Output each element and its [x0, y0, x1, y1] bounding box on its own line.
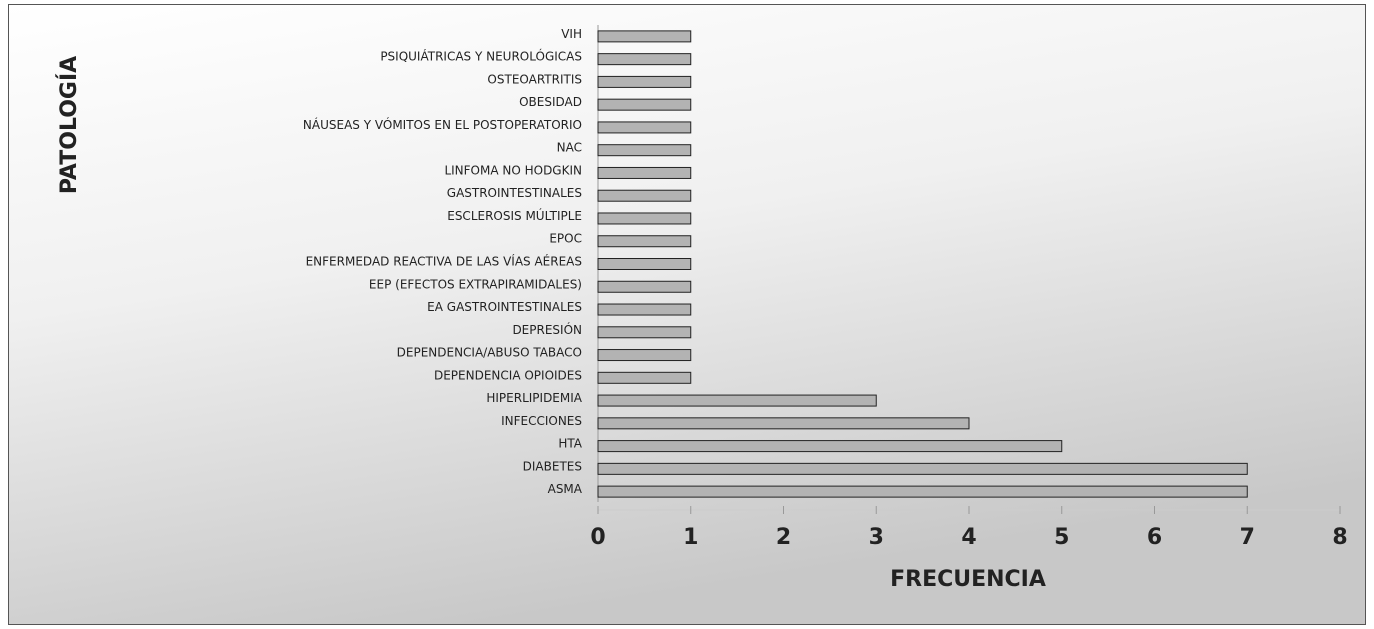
bar	[597, 417, 970, 430]
y-tick-label: NÁUSEAS Y VÓMITOS EN EL POSTOPERATORIO	[303, 117, 582, 132]
y-tick-label: GASTROINTESTINALES	[447, 186, 582, 200]
y-tick-label: OSTEOARTRITIS	[487, 72, 582, 86]
y-tick-label: PSIQUIÁTRICAS Y NEUROLÓGICAS	[380, 49, 582, 64]
bar	[597, 280, 692, 293]
y-tick-label: DEPENDENCIA OPIOIDES	[434, 368, 582, 382]
x-tick-label: 6	[1147, 525, 1162, 550]
bar	[597, 349, 692, 362]
bar	[597, 144, 692, 157]
y-axis-title: PATOLOGÍA	[56, 56, 82, 194]
bar	[597, 212, 692, 225]
x-tick-label: 1	[683, 525, 698, 550]
bar	[597, 440, 1063, 453]
y-tick-label: DEPRESIÓN	[512, 322, 582, 337]
bar	[597, 30, 692, 43]
y-tick-label: EPOC	[549, 232, 582, 246]
bar	[597, 462, 1248, 475]
y-tick-label: LINFOMA NO HODGKIN	[444, 163, 582, 177]
y-tick-label: ASMA	[548, 482, 583, 496]
x-tick-label: 2	[776, 525, 791, 550]
y-tick-label: INFECCIONES	[501, 414, 582, 428]
bar	[597, 121, 692, 134]
y-tick-label: VIH	[561, 27, 582, 41]
y-tick-label: DEPENDENCIA/ABUSO TABACO	[397, 346, 582, 360]
y-tick-label: NAC	[557, 141, 582, 155]
x-tick-label: 4	[961, 525, 976, 550]
x-axis-title: FRECUENCIA	[890, 567, 1046, 592]
bar	[597, 98, 692, 111]
bar	[597, 189, 692, 202]
x-tick-label: 5	[1054, 525, 1069, 550]
y-tick-label: DIABETES	[523, 459, 582, 473]
bar	[597, 166, 692, 179]
bar	[597, 235, 692, 248]
x-tick-label: 3	[869, 525, 884, 550]
y-tick-label: ESCLEROSIS MÚLTIPLE	[447, 208, 582, 223]
y-tick-label: HIPERLIPIDEMIA	[486, 391, 582, 405]
bar	[597, 75, 692, 88]
y-tick-label: ENFERMEDAD REACTIVA DE LAS VÍAS AÉREAS	[306, 254, 582, 269]
x-tick-label: 7	[1240, 525, 1255, 550]
bar	[597, 303, 692, 316]
bar	[597, 326, 692, 339]
y-tick-label: EEP (EFECTOS EXTRAPIRAMIDALES)	[369, 277, 582, 291]
y-tick-label: OBESIDAD	[519, 95, 582, 109]
x-tick-label: 0	[590, 525, 605, 550]
bar	[597, 394, 877, 407]
y-tick-label: EA GASTROINTESTINALES	[427, 300, 582, 314]
bar	[597, 258, 692, 270]
bar	[597, 53, 692, 66]
x-tick-label: 8	[1332, 525, 1347, 550]
bar	[597, 485, 1248, 498]
bar	[597, 371, 692, 384]
y-tick-label: HTA	[558, 437, 582, 451]
